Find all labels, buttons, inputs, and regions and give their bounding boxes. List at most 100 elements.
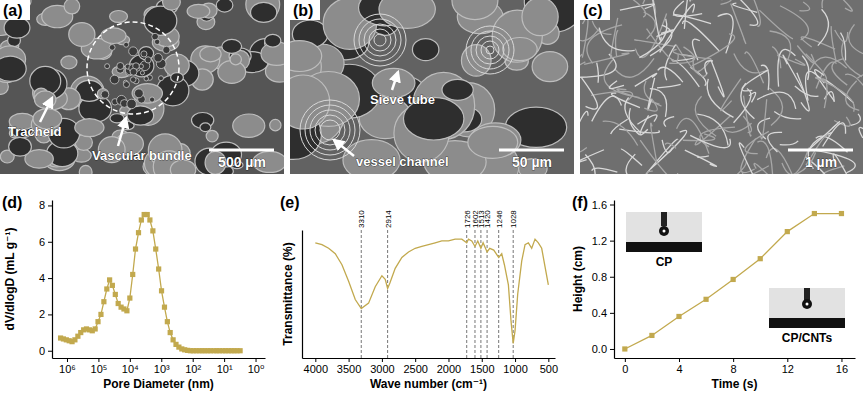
fiber [759,10,793,39]
x-tick: 500 [540,358,558,375]
fiber [697,156,708,158]
fiber [757,92,796,109]
cell [216,0,233,12]
fiber [733,3,758,12]
data-point [165,319,170,324]
fiber [580,145,587,152]
x-tick-mark [67,358,68,362]
cell [522,0,558,36]
cell [130,77,136,83]
y-axis-line [302,231,303,359]
x-tick: 10⁴ [122,358,139,375]
data-point [113,292,118,297]
fiber [665,143,676,148]
cell [171,73,184,83]
vessel [320,120,340,140]
fiber [690,135,730,147]
y-axis: 0.00.40.81.21.6 [592,199,615,359]
fiber [721,0,728,1]
data-point [171,337,176,342]
x-tick-mark [625,358,626,362]
x-tick-label: 3500 [337,363,361,375]
peak-line [487,230,488,358]
scale-bar-label: 1 µm [805,154,837,170]
inset-needle [661,212,667,226]
peak-label: 1246 [495,210,504,228]
x-tick-mark [415,358,416,362]
micrograph-panel: (c)1 µm [565,0,865,204]
cell [251,2,277,22]
y-tick-label: 2 [39,308,45,320]
annotation-arrow [334,140,354,156]
x-tick: 2500 [403,358,427,375]
cell [150,97,155,102]
data-point [136,230,141,235]
scale-bar [499,149,564,152]
x-tick-mark [315,358,316,362]
cell [532,52,568,82]
cell [110,11,128,23]
cell [442,79,473,100]
fiber [657,84,681,87]
data-point [159,288,164,293]
panel-label: (e) [280,194,300,211]
fiber [692,34,735,66]
cell [130,68,137,75]
y-tick-mark [48,278,52,279]
data-point [153,246,158,251]
fiber [580,111,588,150]
vessel [359,19,401,61]
cell [132,84,162,104]
x-tick-mark [349,358,350,362]
y-tick-label: 6 [39,236,45,248]
cell [101,28,126,44]
vessel [315,115,345,145]
y-tick-mark [610,241,614,242]
x-tick-mark [548,358,549,362]
data-point [124,308,129,313]
annotation-arrow [40,98,52,122]
cell [109,45,115,51]
fiber [780,141,798,145]
cell [124,42,129,47]
x-tick: 10⁰ [248,358,265,375]
x-tick-mark [482,358,483,362]
data-point [758,256,763,261]
fiber [625,98,641,133]
peak-label: 3310 [357,210,366,228]
cell [290,41,322,72]
inset-highlight [663,230,666,233]
data-point [649,333,654,338]
fiber [580,54,585,67]
cell [154,39,159,44]
x-tick: 10⁵ [91,358,108,375]
fiber [652,0,661,40]
y-tick-label: 4 [39,272,45,284]
fiber [799,2,809,11]
x-tick: 3000 [370,358,394,375]
inset-label: CP/CNTs [782,331,833,345]
panel-label: (d) [2,194,22,211]
data-point [145,212,150,217]
vessel [466,26,514,74]
x-tick-mark [841,358,842,362]
data-point [839,211,844,216]
fiber [754,163,792,174]
x-tick-label: 1000 [503,363,527,375]
cell [4,17,30,38]
fiber [835,30,848,42]
y-tick-label: 1.6 [592,199,607,211]
panel-label: (b) [293,2,313,19]
fiber [766,148,795,174]
data-point [107,277,112,282]
fiber [724,123,752,132]
fiber [715,161,747,174]
x-tick-label: 3000 [370,363,394,375]
x-tick: 10² [185,358,201,375]
cell [200,46,221,61]
y-tick: 0 [39,345,52,357]
x-tick-mark [787,358,788,362]
x-axis: 0481216 [615,358,856,375]
x-tick-mark [130,358,131,362]
vessel [481,41,499,59]
